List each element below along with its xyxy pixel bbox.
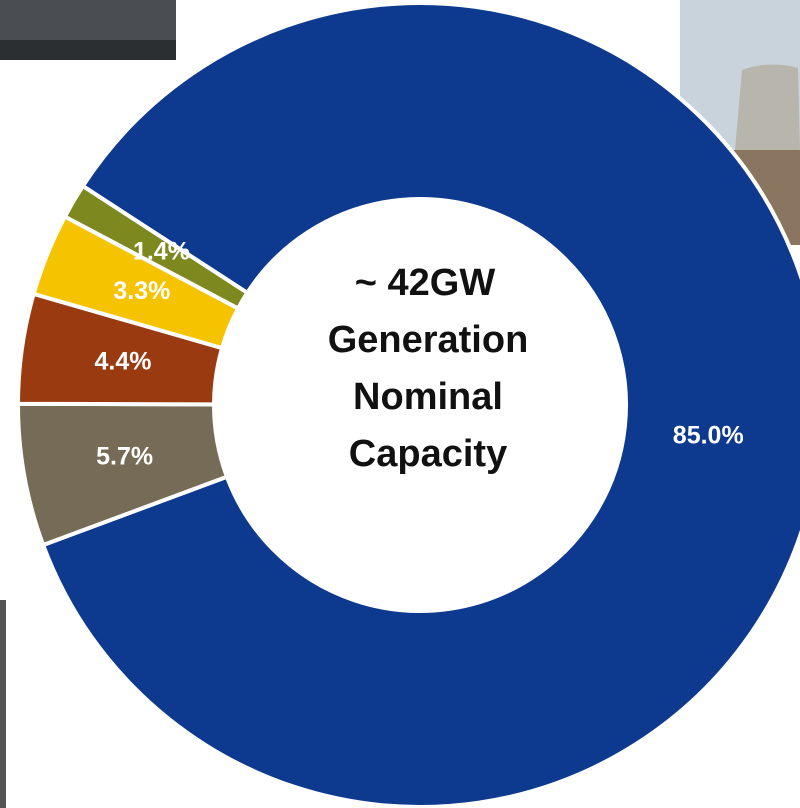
center-text: Generation [328,319,529,361]
slice [62,183,251,312]
value-label: 5.7% [96,442,153,470]
photo-left-edge [0,600,6,808]
photo-cooling-tower [735,64,800,150]
value-label: 4.4% [95,347,152,375]
slices [15,1,800,808]
value-label: 85.0% [673,421,744,449]
photo-top-left-ground [0,40,176,60]
donut-hole [216,201,624,609]
slice [40,1,800,808]
value-label: 1.4% [133,237,190,265]
center-text: ~ 42GW [355,262,496,304]
labels: 85.0% 5.7% 4.4% 3.3% 1.4% ~ 42GW Generation Nom… [95,237,744,475]
center-text: Nominal [353,376,503,418]
center-text: Capacity [349,433,507,475]
value-label: 3.3% [113,277,170,305]
